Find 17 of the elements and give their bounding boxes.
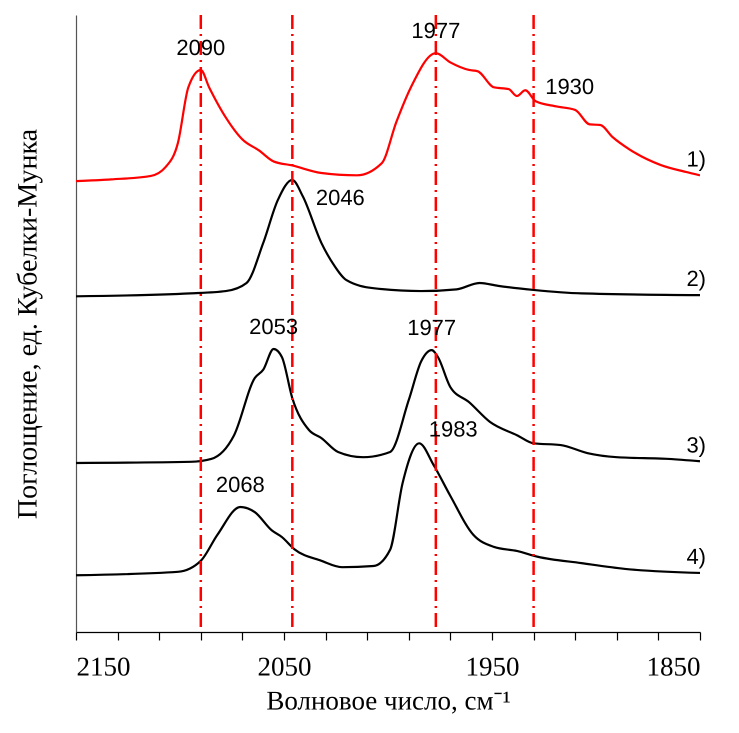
annotation: 1983: [428, 416, 478, 442]
series-label: 1): [686, 146, 706, 172]
x-tick-label: 2150: [76, 652, 130, 682]
x-tick-label: 1850: [646, 652, 700, 682]
annotation: 2068: [216, 472, 265, 497]
series-label: 3): [686, 432, 706, 458]
annotation: 2053: [249, 314, 298, 339]
x-tick-label: 1950: [466, 652, 520, 682]
x-tick-label: 2050: [258, 652, 312, 682]
series-label: 4): [686, 544, 706, 569]
annotation: 1930: [545, 74, 594, 100]
x-axis-title: Волновое число, см⁻¹: [266, 686, 511, 716]
annotation: 2046: [316, 184, 365, 210]
y-axis-title: Поглощение, ед. Кубелки-Мунка: [12, 128, 44, 520]
series-label: 2): [686, 266, 706, 292]
annotation: 1977: [407, 315, 456, 340]
annotation: 1977: [411, 18, 460, 44]
